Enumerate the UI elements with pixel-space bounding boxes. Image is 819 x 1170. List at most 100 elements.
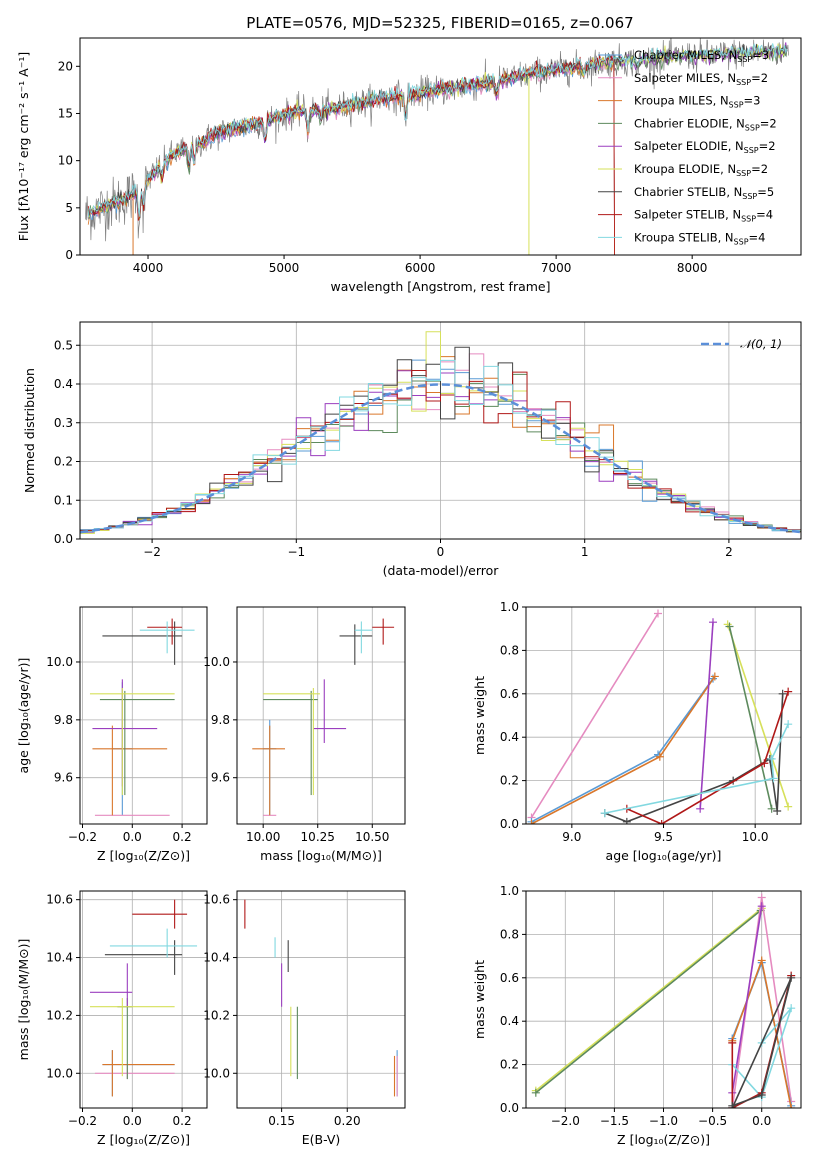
weight-marker-salpeter-stelib [784,687,793,696]
legend-text: Salpeter MILES, N [634,71,736,85]
histogram-kroupa-stelib [80,359,801,533]
y-tick-label: 20 [58,59,73,73]
panel-age-vs-mass: 10.00 10.25 10.50 9.6 9.8 10.0 mass [log₁₀(M/M… [203,606,406,863]
plot-area-weight-vs-age [527,609,793,824]
x-tick-label: −2.0 [551,1114,580,1128]
plot-area-mass-vs-z [89,899,198,1097]
weight-marker-salpeter-stelib [657,820,666,824]
y-tick-label: 0.8 [500,643,519,657]
legend-sub: SSP [734,237,749,246]
x-tick-label: 5000 [269,261,300,275]
weight-marker-kroupa-stelib [600,809,609,818]
y-tick-label: 0.0 [54,532,73,546]
weight-marker-salpeter-miles [757,893,766,902]
x-axis-label: Z [log₁₀(Z/Z⊙)] [97,848,190,863]
legend-text: Kroupa ELODIE, N [634,162,736,176]
weight-marker-chabrier-stelib [778,689,787,698]
x-tick-label: 0.2 [173,1114,192,1128]
x-tick-label: 0.20 [334,1114,361,1128]
weight-line-chabrier-stelib [604,693,784,823]
axes-frame [236,890,406,1109]
x-tick-label: 2 [725,545,733,559]
x-tick-label: −1 [287,545,305,559]
y-tick-label: 10 [58,154,73,168]
weight-marker-chabrier-elodie [767,804,776,813]
y-tick-label: 1.0 [500,600,519,614]
legend-text: Chabrier ELODIE, N [634,116,745,130]
axes-frame [79,37,802,256]
panel-weight-vs-z: −2.0 −1.5 −1.0 −0.5 0.0 0.0 0.2 0.4 0.6 0.8 1.0 Z [… [472,884,802,1147]
y-tick-label: 0.1 [54,493,73,507]
x-tick-label: −0.5 [698,1114,727,1128]
spectrum-model-salpeter-miles [87,54,615,255]
weight-marker-kroupa-miles [655,752,664,761]
axes-frame [79,606,208,825]
y-tick-label: 10.0 [203,1066,230,1080]
x-tick-label: −2 [143,545,161,559]
weight-marker-kroupa-stelib [787,1004,796,1013]
y-tick-label: 9.8 [54,713,73,727]
y-tick-label: 0.8 [500,927,519,941]
weight-marker-kroupa-miles [527,820,536,824]
y-tick-label: 0.5 [54,338,73,352]
legend-label-kroupa-elodie: Kroupa ELODIE, NSSP=2 [634,162,768,178]
y-tick-label: 0.4 [500,730,519,744]
legend-sub: SSP [744,146,759,155]
x-tick-label: 0.0 [123,1114,142,1128]
x-axis-label: age [log₁₀(age/yr)] [606,848,722,863]
x-tick-label: 9.0 [562,830,581,844]
weight-marker-kroupa-miles [787,1104,796,1108]
legend-tail: =2 [751,71,768,85]
panel-spectrum: 4000 5000 6000 7000 8000 0 5 10 15 20 wavelength [… [16,37,802,294]
plot-area-mass-vs-ebv [244,899,398,1097]
legend-text: Chabrier STELIB, N [634,185,742,199]
plot-area-age-vs-mass [252,618,395,816]
y-tick-label: 0.4 [500,1014,519,1028]
y-tick-label: 9.6 [211,771,230,785]
y-tick-label: 0.2 [54,455,73,469]
legend-label-chabrier-miles: Chabrier MILES, NSSP=3 [634,48,769,64]
weight-line-kroupa-stelib [604,723,789,814]
plot-area-spectrum [85,38,789,255]
weight-marker-kroupa-stelib [767,754,776,763]
legend-tail: =2 [760,116,777,130]
x-tick-label: 0.2 [173,830,192,844]
legend-label-chabrier-elodie: Chabrier ELODIE, NSSP=2 [634,116,777,132]
figure-title: PLATE=0576, MJD=52325, FIBERID=0165, z=0… [246,14,633,32]
y-tick-label: 10.0 [203,655,230,669]
weight-marker-chabrier-stelib [728,1104,737,1108]
y-tick-label: 10.2 [46,1008,73,1022]
weight-marker-kroupa-stelib [784,720,793,729]
weight-line-chabrier-miles [531,678,714,823]
y-tick-label: 1.0 [500,884,519,898]
legend-sub: SSP [736,78,751,87]
x-tick-label: 0.0 [752,1114,771,1128]
x-tick-label: 8000 [677,261,708,275]
x-tick-label: 1 [581,545,589,559]
legend-sub: SSP [737,55,752,64]
x-tick-label: −0.2 [68,1114,97,1128]
x-tick-label: −1.5 [600,1114,629,1128]
weight-marker-chabrier-stelib [757,1090,766,1099]
x-axis-label: (data-model)/error [383,563,500,578]
weight-line-salpeter-elodie [699,622,714,809]
weight-marker-salpeter-miles [654,609,662,618]
spectrum-model-kroupa-stelib [87,42,788,218]
legend-label-salpeter-stelib: Salpeter STELIB, NSSP=4 [634,208,773,224]
x-tick-label: 0.0 [123,830,142,844]
panel-weight-vs-age: 9.0 9.5 10.0 0.0 0.2 0.4 0.6 0.8 1.0 age [log₁₀(a… [472,600,802,863]
residual-legend: 𝒩(0, 1) [701,337,782,351]
weight-line-chabrier-elodie [728,626,773,809]
weight-marker-salpeter-elodie [757,902,766,911]
weight-marker-kroupa-miles [710,672,719,681]
legend-tail: =2 [759,139,776,153]
weight-line-chabrier-elodie [535,909,762,1094]
y-tick-label: 0 [65,248,73,262]
y-axis-label: mass weight [472,676,487,755]
weight-marker-chabrier-elodie [725,622,734,631]
weight-marker-chabrier-stelib [622,817,631,824]
x-tick-label: 10.00 [246,830,280,844]
x-tick-label: 4000 [133,261,164,275]
x-axis-label: E(B-V) [302,1132,341,1147]
